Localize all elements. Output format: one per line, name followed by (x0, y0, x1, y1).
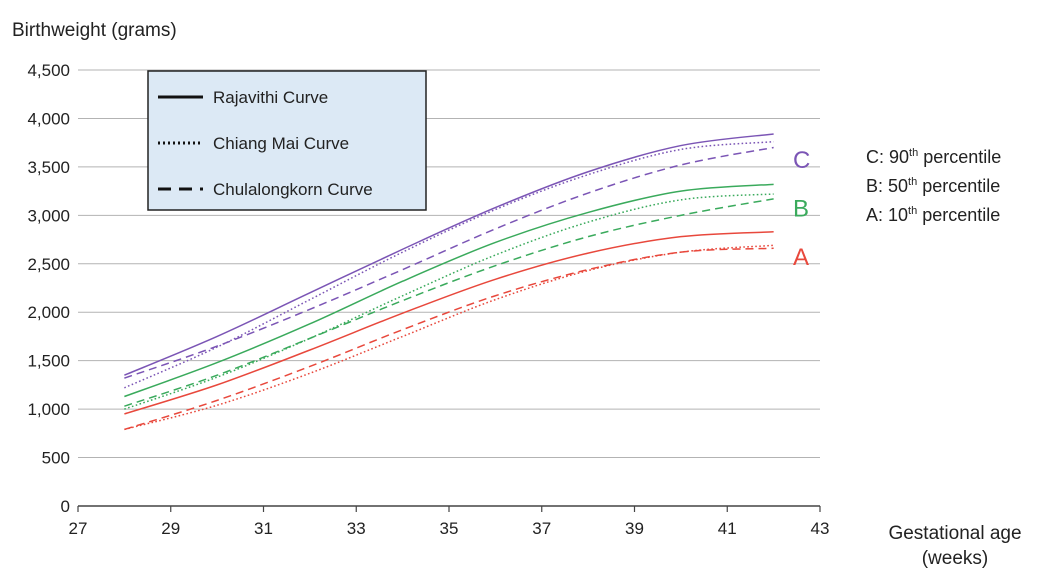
x-axis-title: Gestational age (weeks) (888, 523, 1021, 569)
percentile-label-a: A: 10th percentile (866, 205, 1000, 225)
series-line-a-dashed (124, 247, 774, 431)
series-line-b-solid (124, 183, 774, 398)
x-tick-labels: 27 29 31 33 35 37 39 41 43 (69, 519, 830, 538)
x-tick-label: 43 (811, 519, 830, 538)
percentile-label-b: B: 50th percentile (866, 176, 1000, 196)
percentile-labels: C: 90th percentile B: 50th percentile A: 1… (866, 147, 1001, 225)
series-line-c-solid (124, 133, 774, 376)
y-tick-label: 1,000 (27, 400, 70, 419)
y-tick-label: 500 (42, 449, 70, 468)
y-tick-label: 1,500 (27, 352, 70, 371)
curve-letter-c: C (793, 147, 810, 174)
y-tick-label: 2,000 (27, 303, 70, 322)
series-line-b-dotted (124, 193, 774, 410)
y-tick-labels: 0 500 1,000 1,500 2,000 2,500 3,000 3,500 4,000 4… (27, 61, 70, 516)
x-tick-label: 33 (347, 519, 366, 538)
series-line-b-dashed (124, 198, 774, 407)
x-tick-label: 41 (718, 519, 737, 538)
series-line-a-dotted (124, 244, 774, 431)
percentile-label-c: C: 90th percentile (866, 147, 1001, 167)
legend-label: Chiang Mai Curve (213, 134, 349, 153)
curve-letter-b: B (793, 196, 809, 223)
curve-letters: ABC (793, 147, 810, 271)
series-line-a-solid (124, 231, 774, 415)
curve-letter-a: A (793, 244, 809, 271)
legend-box (147, 70, 427, 211)
y-tick-label: 2,500 (27, 255, 70, 274)
y-tick-label: 3,500 (27, 158, 70, 177)
series-line-c-dashed (124, 146, 774, 379)
x-tick-label: 35 (440, 519, 459, 538)
series-lines (124, 133, 774, 431)
x-tick-label: 39 (625, 519, 644, 538)
x-tick-label: 29 (161, 519, 180, 538)
x-tick-label: 31 (254, 519, 273, 538)
y-axis-title: Birthweight (grams) (12, 20, 177, 41)
legend-label: Chulalongkorn Curve (213, 180, 373, 199)
x-axis-title-line2: (weeks) (922, 548, 989, 569)
legend-label: Rajavithi Curve (213, 88, 328, 107)
x-tick-label: 37 (532, 519, 551, 538)
legend: Rajavithi Curve Chiang Mai Curve Chulalong… (147, 70, 427, 211)
x-axis-title-line1: Gestational age (888, 523, 1021, 544)
x-tick-label: 27 (69, 519, 88, 538)
y-tick-label: 4,500 (27, 61, 70, 80)
y-tick-label: 0 (61, 497, 70, 516)
y-tick-label: 4,000 (27, 109, 70, 128)
y-tick-label: 3,000 (27, 206, 70, 225)
